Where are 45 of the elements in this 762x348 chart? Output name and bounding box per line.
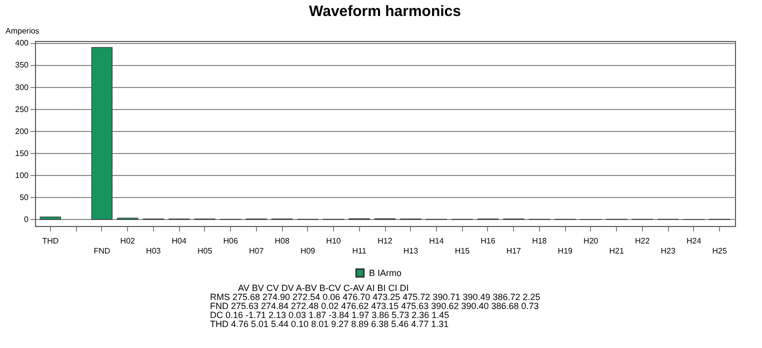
bar [40,216,62,220]
x-tick-label: H25 [712,246,728,256]
y-tick-label: 100 [15,170,30,180]
x-tick-label: H07 [248,246,264,256]
x-tick-label: H18 [532,236,548,246]
legend-label: B IArmo [369,268,402,278]
x-tick-label: H15 [454,246,470,256]
x-tick-label: FND [94,246,110,256]
text: AV BV CV DV A-BV B-CV C-AV AI BI CI DI [238,283,409,293]
bar [91,47,113,220]
x-tick-label: H16 [480,236,496,246]
y-tick-label: 200 [15,126,30,136]
x-tick-label: H02 [120,236,136,246]
x-tick-label: H20 [584,236,599,246]
y-tick-label: 300 [15,82,30,92]
y-tick-label: 250 [15,104,30,114]
x-tick-label: H19 [558,246,574,256]
x-tick-label: H13 [403,246,419,256]
text: FND 275.63 274.84 272.48 0.02 476.62 473.15 475.63 390.62 390.40 386.68 0.73 [210,301,539,311]
x-tick-label: THD [42,236,59,246]
text: THD 4.76 5.01 5.44 0.10 8.01 9.27 8.89 6.38 5.46 4.77 1.31 [210,319,449,329]
y-tick-label: 400 [15,38,30,48]
x-tick-label: H06 [223,236,238,246]
chart-title: Waveform harmonics [309,3,461,20]
x-tick-label: H22 [635,236,650,246]
x-tick-label: H05 [198,246,213,256]
x-tick-label: H04 [172,236,187,246]
y-axis-title: Amperios [6,26,40,36]
x-tick-label: H21 [609,246,624,256]
x-tick-label: H10 [326,236,342,246]
text: RMS 275.68 274.90 272.54 0.06 476.70 473.25 475.72 390.71 390.49 386.72 2.25 [210,292,540,302]
x-tick-label: H09 [300,246,316,256]
x-tick-label: H14 [429,236,444,246]
x-tick-label: H11 [352,246,367,256]
x-tick-label: H17 [506,246,522,256]
x-tick-label: H12 [378,236,393,246]
y-tick-label: 0 [24,214,30,224]
x-tick-label: H08 [274,236,290,246]
text: DC 0.16 -1.71 2.13 0.03 1.87 -3.84 1.97 3.86 5.73 2.36 1.45 [210,310,450,320]
y-tick-label: 350 [15,60,30,70]
x-tick-label: H03 [146,246,162,256]
y-tick-label: 150 [15,148,30,158]
x-tick-label: H23 [660,246,676,256]
y-tick-label: 50 [20,192,30,202]
x-tick-label: H24 [686,236,702,246]
